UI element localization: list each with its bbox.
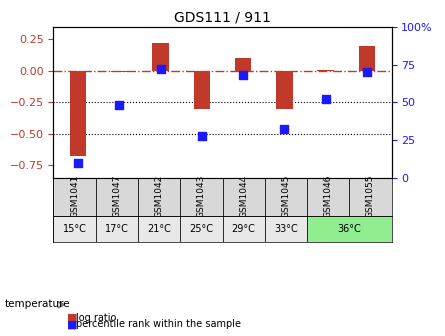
FancyBboxPatch shape: [265, 178, 307, 215]
Text: 25°C: 25°C: [190, 224, 213, 234]
Bar: [194, 71, 210, 109]
FancyBboxPatch shape: [138, 178, 180, 215]
FancyBboxPatch shape: [307, 215, 392, 242]
Text: log ratio: log ratio: [76, 312, 116, 323]
Text: GSM1043: GSM1043: [197, 175, 206, 218]
FancyBboxPatch shape: [265, 215, 307, 242]
Bar: [111, 71, 128, 72]
Text: GSM1041: GSM1041: [70, 175, 79, 218]
Bar: [152, 43, 169, 71]
Text: GSM1055: GSM1055: [366, 175, 375, 218]
Text: percentile rank within the sample: percentile rank within the sample: [76, 319, 241, 329]
FancyBboxPatch shape: [180, 178, 222, 215]
FancyBboxPatch shape: [96, 215, 138, 242]
FancyBboxPatch shape: [53, 215, 96, 242]
Point: [281, 127, 288, 132]
Text: GSM1045: GSM1045: [281, 175, 291, 218]
FancyBboxPatch shape: [138, 215, 180, 242]
FancyBboxPatch shape: [349, 178, 392, 215]
Text: 36°C: 36°C: [337, 224, 361, 234]
FancyBboxPatch shape: [307, 178, 349, 215]
Text: ■: ■: [67, 312, 77, 323]
Text: 21°C: 21°C: [147, 224, 171, 234]
Point: [239, 73, 247, 78]
Text: GSM1047: GSM1047: [112, 175, 121, 218]
FancyBboxPatch shape: [53, 178, 96, 215]
Point: [116, 103, 123, 108]
Bar: [317, 70, 334, 71]
Text: 29°C: 29°C: [232, 224, 255, 234]
Text: GSM1042: GSM1042: [154, 175, 164, 218]
FancyBboxPatch shape: [96, 178, 138, 215]
Text: 15°C: 15°C: [63, 224, 86, 234]
Bar: [235, 58, 251, 71]
Point: [157, 67, 164, 72]
Point: [198, 133, 206, 138]
Bar: [276, 71, 293, 109]
Point: [322, 97, 329, 102]
FancyBboxPatch shape: [222, 178, 265, 215]
Text: temperature: temperature: [4, 299, 70, 309]
Text: 33°C: 33°C: [274, 224, 298, 234]
Text: 17°C: 17°C: [105, 224, 129, 234]
FancyBboxPatch shape: [222, 215, 265, 242]
Point: [75, 160, 82, 165]
Bar: [359, 46, 375, 71]
Text: GSM1044: GSM1044: [239, 175, 248, 218]
Text: GSM1046: GSM1046: [324, 175, 333, 218]
Point: [363, 70, 370, 75]
Bar: [70, 71, 86, 156]
FancyBboxPatch shape: [180, 215, 222, 242]
Title: GDS111 / 911: GDS111 / 911: [174, 10, 271, 24]
Text: ■: ■: [67, 319, 77, 329]
